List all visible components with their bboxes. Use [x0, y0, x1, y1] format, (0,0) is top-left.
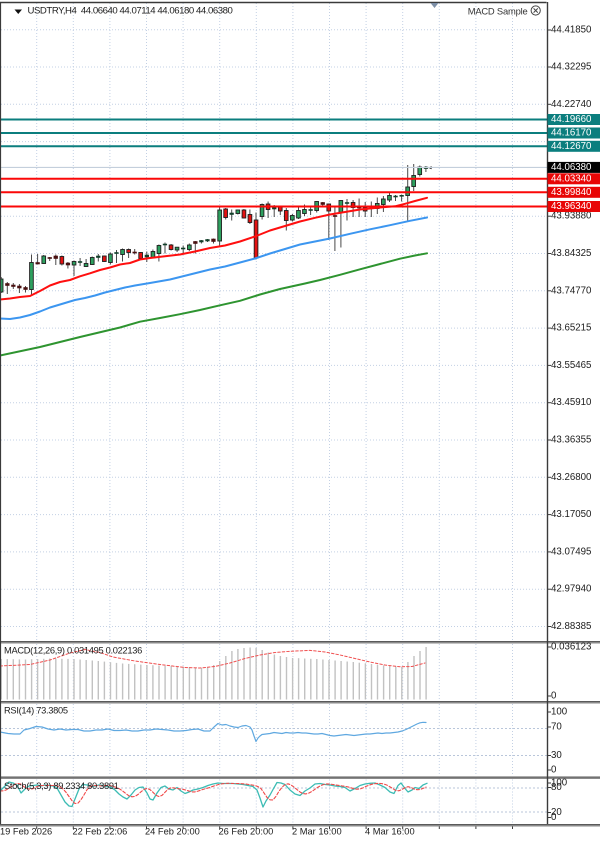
- svg-text:MACD Sample: MACD Sample: [468, 6, 528, 17]
- svg-text:43.65215: 43.65215: [551, 323, 591, 334]
- svg-text:80: 80: [551, 782, 562, 793]
- svg-text:43.93880: 43.93880: [551, 211, 592, 222]
- svg-text:26 Feb 20:00: 26 Feb 20:00: [219, 827, 274, 837]
- svg-text:Stoch(5,3,3) 89.2334 80.3891: Stoch(5,3,3) 89.2334 80.3891: [4, 781, 119, 791]
- svg-text:22 Feb 22:06: 22 Feb 22:06: [73, 827, 128, 837]
- svg-text:44.22740: 44.22740: [551, 99, 592, 110]
- svg-text:43.36355: 43.36355: [551, 435, 591, 446]
- svg-text:0: 0: [551, 812, 557, 823]
- svg-text:43.07495: 43.07495: [551, 546, 591, 557]
- svg-text:43.96340: 43.96340: [551, 201, 592, 212]
- svg-text:43.74770: 43.74770: [551, 285, 592, 296]
- svg-text:43.45910: 43.45910: [551, 397, 592, 408]
- svg-text:RSI(14) 73.3805: RSI(14) 73.3805: [4, 706, 68, 716]
- svg-text:43.99840: 43.99840: [551, 187, 592, 198]
- svg-text:44.03340: 44.03340: [551, 173, 592, 184]
- svg-text:44.41850: 44.41850: [551, 25, 592, 36]
- svg-text:43.26800: 43.26800: [551, 472, 592, 483]
- svg-text:0: 0: [551, 691, 557, 702]
- svg-text:44.06380: 44.06380: [551, 162, 592, 173]
- svg-text:43.55465: 43.55465: [551, 360, 591, 371]
- svg-text:19 Feb 2026: 19 Feb 2026: [0, 827, 52, 837]
- svg-text:44.32295: 44.32295: [551, 62, 591, 73]
- svg-text:USDTRY,H4 44.06640 44.07114 4: USDTRY,H4 44.06640 44.07114 44.06180 44.…: [28, 6, 233, 17]
- svg-text:44.16170: 44.16170: [551, 128, 592, 139]
- svg-text:42.97940: 42.97940: [551, 584, 592, 595]
- svg-text:30: 30: [551, 750, 562, 761]
- svg-text:42.88385: 42.88385: [551, 621, 591, 632]
- svg-text:0: 0: [551, 765, 557, 776]
- svg-text:4 Mar 16:00: 4 Mar 16:00: [365, 827, 415, 837]
- svg-text:43.84325: 43.84325: [551, 248, 591, 259]
- svg-text:2 Mar 16:00: 2 Mar 16:00: [292, 827, 342, 837]
- svg-text:44.19660: 44.19660: [551, 114, 592, 125]
- svg-text:0.036123: 0.036123: [551, 642, 591, 653]
- svg-text:24 Feb 20:00: 24 Feb 20:00: [145, 827, 200, 837]
- svg-text:70: 70: [551, 722, 562, 733]
- svg-text:MACD(12,26,9) 0.031495 0.02213: MACD(12,26,9) 0.031495 0.022136: [4, 646, 142, 656]
- svg-text:43.17050: 43.17050: [551, 509, 592, 520]
- svg-text:100: 100: [551, 707, 568, 718]
- svg-text:44.12670: 44.12670: [551, 141, 592, 152]
